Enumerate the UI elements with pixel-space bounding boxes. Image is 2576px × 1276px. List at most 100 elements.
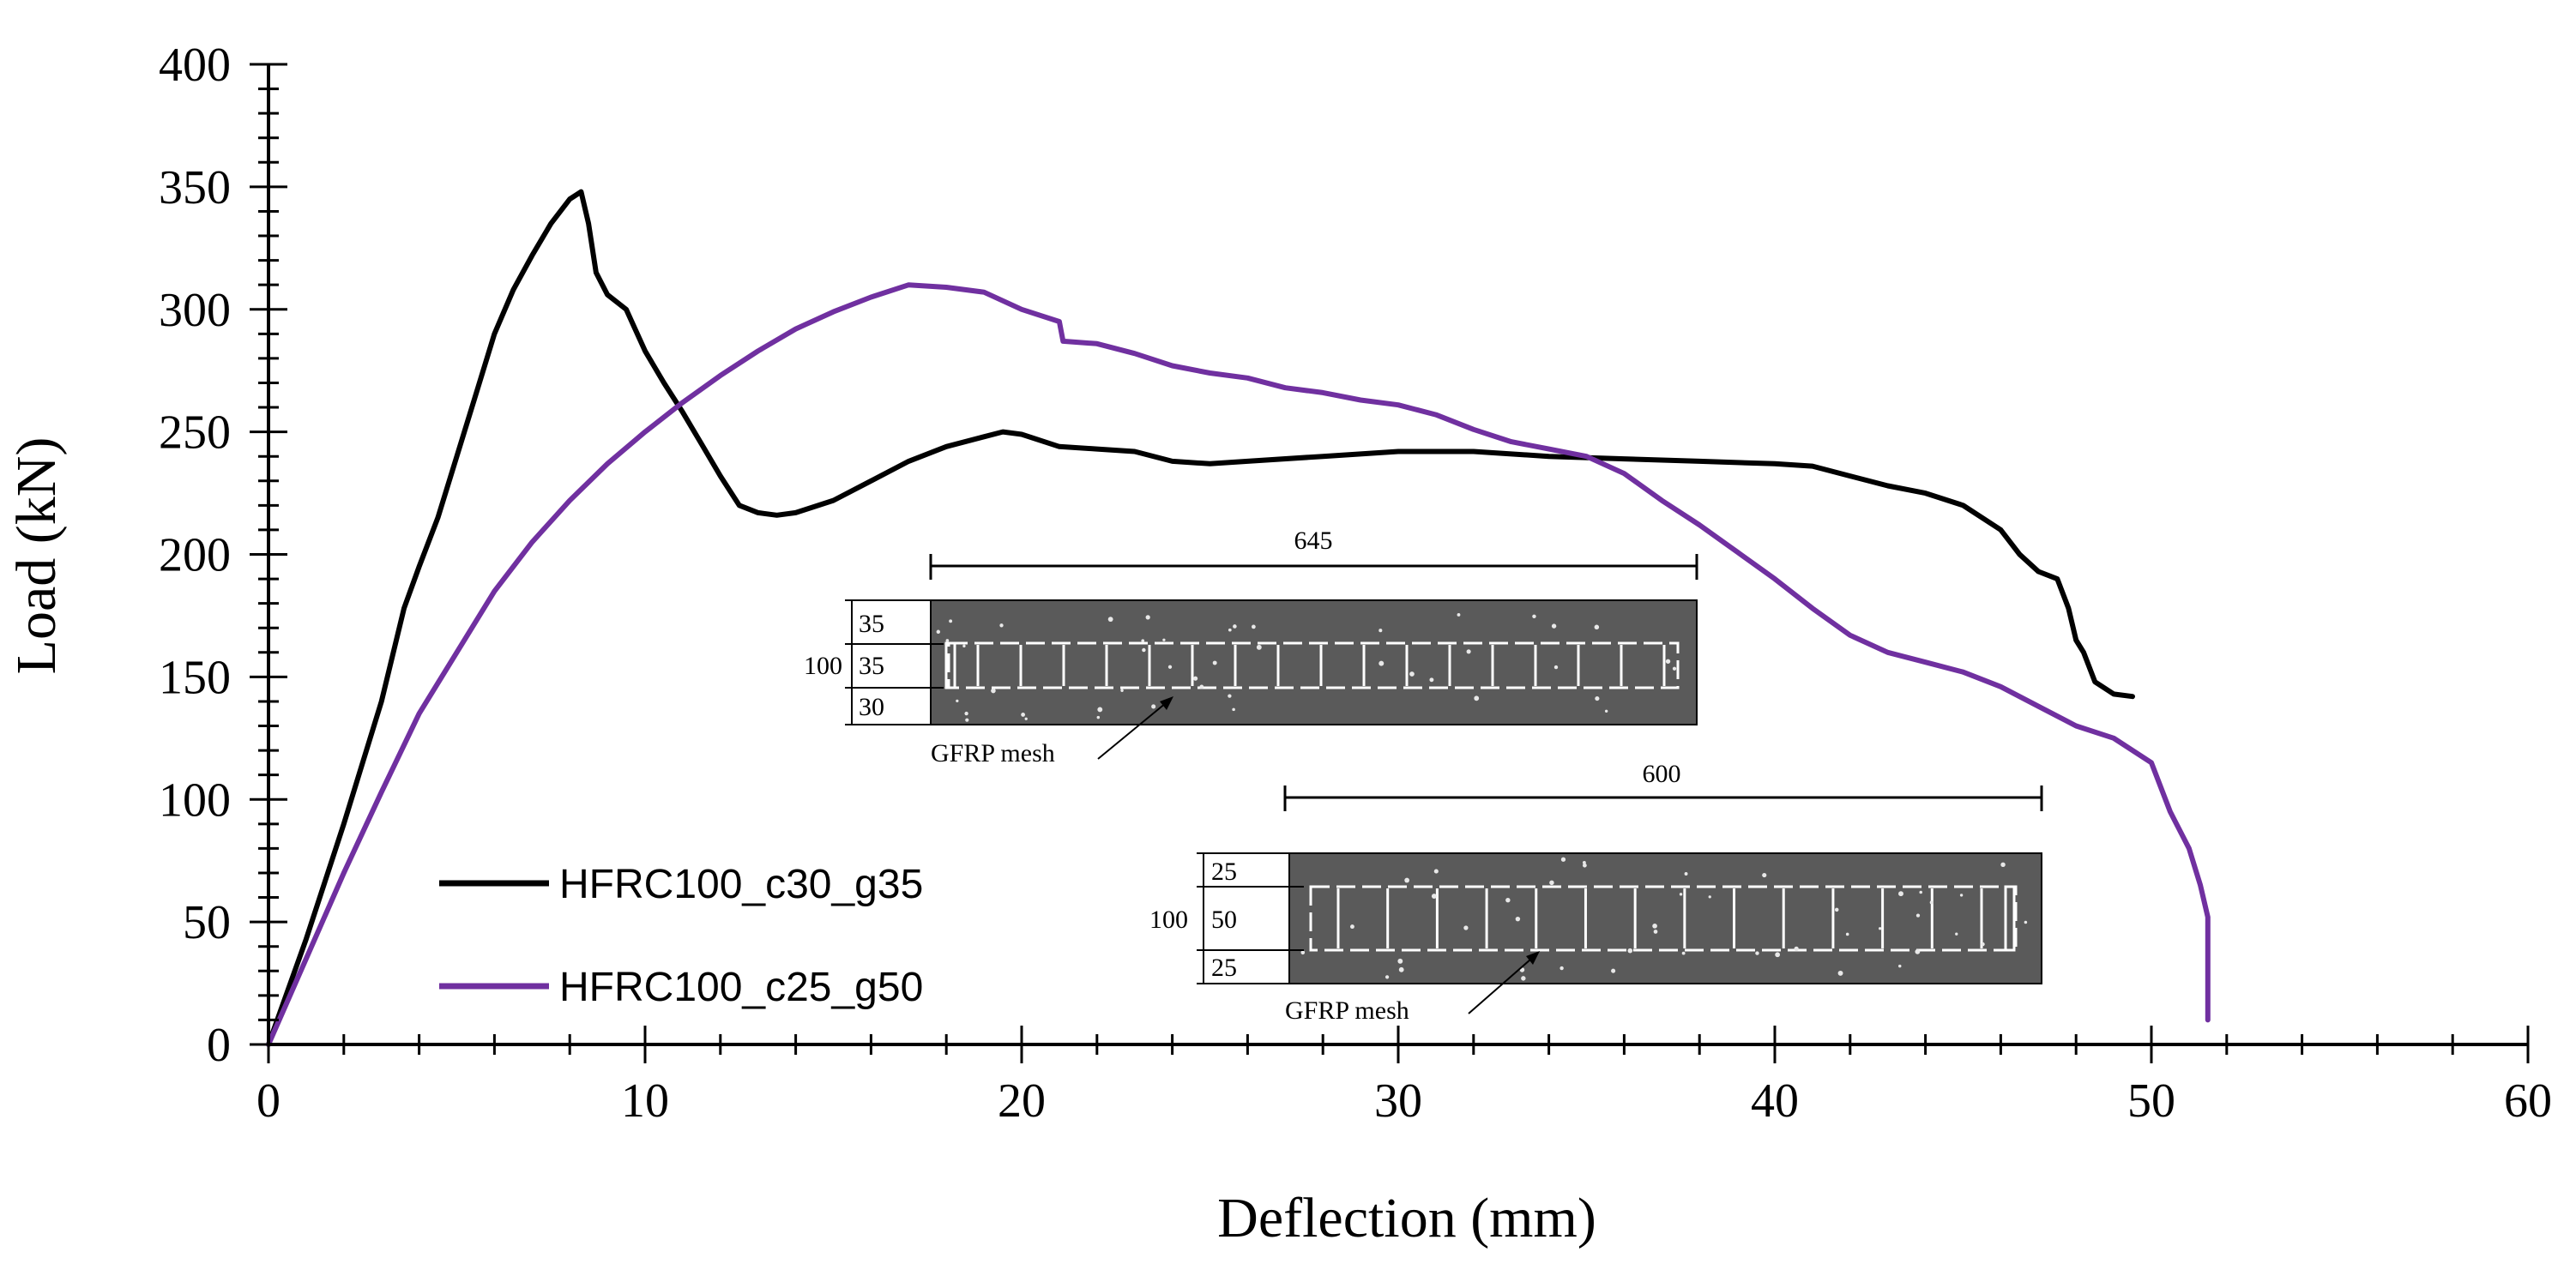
fibre-speck [1385, 975, 1390, 979]
inset2-mesh-arrowhead [1526, 951, 1540, 965]
y-tick-label: 350 [159, 161, 231, 214]
y-tick-label: 150 [159, 651, 231, 704]
fibre-speck [936, 629, 941, 634]
fibre-speck [1611, 968, 1616, 973]
series-layer [266, 189, 2211, 1047]
fibre-speck [1505, 898, 1511, 903]
fibre-speck [1915, 948, 1921, 954]
fibre-speck [1604, 709, 1608, 713]
fibre-speck [1834, 907, 1839, 912]
fibre-speck [1300, 950, 1306, 955]
inset1-mesh-label: GFRP mesh [931, 739, 1055, 767]
fibre-speck [1096, 715, 1101, 719]
fibre-speck [1898, 964, 1902, 968]
x-tick-label: 10 [621, 1074, 669, 1128]
inset2-dim-total: 100 [1149, 906, 1188, 934]
fibre-speck [1142, 647, 1146, 653]
fibre-speck [1232, 707, 1235, 712]
fibre-speck [1145, 615, 1150, 620]
inset2-concrete-section [1288, 852, 2042, 984]
y-tick-label: 200 [159, 529, 231, 582]
fibre-speck [1794, 946, 1799, 951]
fibre-speck [1681, 951, 1686, 955]
mesh-end-bar [2004, 885, 2016, 952]
x-tick-label: 40 [1751, 1074, 1799, 1128]
fibre-speck [1845, 932, 1849, 936]
inset2-mesh-label: GFRP mesh [1285, 996, 1409, 1025]
fibre-speck [1775, 952, 1781, 958]
x-tick-label: 20 [998, 1074, 1046, 1128]
y-tick-label: 0 [207, 1019, 231, 1072]
legend: HFRC100_c30_g35 HFRC100_c25_g50 [439, 862, 923, 1010]
fibre-speck [2024, 920, 2028, 924]
fibre-speck [1551, 623, 1557, 629]
fibre-speck [1679, 893, 1683, 896]
inset1-dim-top: 35 [859, 610, 884, 638]
inset1-gfrp-mesh [947, 641, 1680, 689]
legend-label-series-2: HFRC100_c25_g50 [559, 965, 923, 1010]
fibre-speck [1433, 869, 1439, 874]
inset1-dim-total: 100 [804, 652, 842, 680]
y-tick-label: 50 [183, 896, 231, 949]
fibre-speck [1919, 890, 1922, 894]
inset1-dim-mid: 35 [859, 652, 884, 680]
fibre-speck [1515, 916, 1521, 922]
x-axis-title: Deflection (mm) [1217, 1187, 1596, 1249]
inset2-gfrp-mesh [1309, 885, 2018, 952]
y-tick-label: 250 [159, 406, 231, 460]
fibre-speck [1466, 649, 1471, 654]
fibre-speck [2000, 862, 2006, 868]
fibre-speck [1233, 624, 1237, 629]
fibre-speck [1463, 925, 1469, 930]
fibre-speck [1097, 707, 1103, 713]
inset1-mesh-arrowhead [1160, 696, 1173, 710]
fibre-speck [1228, 694, 1232, 698]
inset1-span-label: 645 [1294, 527, 1333, 555]
fibre-speck [1755, 951, 1759, 955]
fibre-speck [1898, 891, 1903, 897]
fibre-speck [1549, 880, 1554, 886]
fibre-speck [1167, 665, 1173, 669]
fibre-speck [1672, 666, 1677, 671]
y-tick-label: 400 [159, 39, 231, 92]
fibre-speck [1627, 948, 1633, 954]
fibre-speck [1532, 614, 1536, 619]
fibre-speck [956, 699, 959, 703]
fibre-speck [1397, 958, 1403, 964]
inset2-fibre-specks [1300, 857, 2028, 981]
fibre-speck [1429, 677, 1434, 683]
inset2-dim-mid: 50 [1211, 906, 1237, 934]
fibre-speck [1378, 660, 1385, 666]
fibre-speck [1559, 966, 1564, 971]
fibre-speck [991, 688, 996, 694]
fibre-speck [1929, 900, 1934, 905]
fibre-speck [1107, 617, 1113, 623]
x-tick-label: 60 [2504, 1074, 2552, 1128]
x-tick-label: 30 [1374, 1074, 1422, 1128]
inset-section-1: 645 100 35 35 30 GFRP mesh [804, 527, 1698, 767]
y-tick-label: 100 [159, 773, 231, 827]
fibre-speck [1457, 613, 1461, 617]
fibre-speck [1762, 873, 1767, 878]
fibre-speck [1652, 923, 1657, 929]
inset-section-2: 600 100 25 50 25 GFRP mesh [1149, 760, 2043, 1025]
fibre-speck [1553, 665, 1559, 670]
fibre-speck [1151, 704, 1156, 709]
fibre-speck [1404, 877, 1410, 883]
fibre-speck [1915, 913, 1921, 918]
fibre-speck [965, 718, 969, 722]
inset2-span-label: 600 [1643, 760, 1681, 788]
series-line-1 [266, 189, 2135, 1047]
inset1-mesh-arrow [1097, 698, 1172, 760]
fibre-speck [1521, 976, 1526, 981]
mesh-end-bar [944, 641, 956, 689]
inset2-mesh-arrow [1468, 953, 1538, 1014]
fibre-speck [1120, 689, 1124, 692]
series-line-2 [266, 282, 2211, 1047]
fibre-speck [1199, 684, 1204, 689]
fibre-speck [1252, 624, 1256, 629]
fibre-speck [1141, 639, 1145, 643]
inset1-concrete-section [930, 599, 1698, 725]
x-tick-label: 50 [2127, 1074, 2175, 1128]
